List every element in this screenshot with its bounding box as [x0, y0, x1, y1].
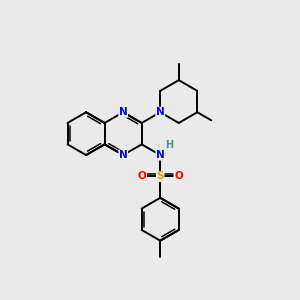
Text: S: S [157, 172, 164, 182]
Text: N: N [156, 150, 165, 160]
Text: N: N [119, 107, 128, 117]
Text: N: N [156, 107, 165, 117]
Text: H: H [166, 140, 174, 150]
Text: N: N [119, 150, 128, 160]
Text: O: O [174, 172, 183, 182]
Text: O: O [138, 172, 146, 182]
